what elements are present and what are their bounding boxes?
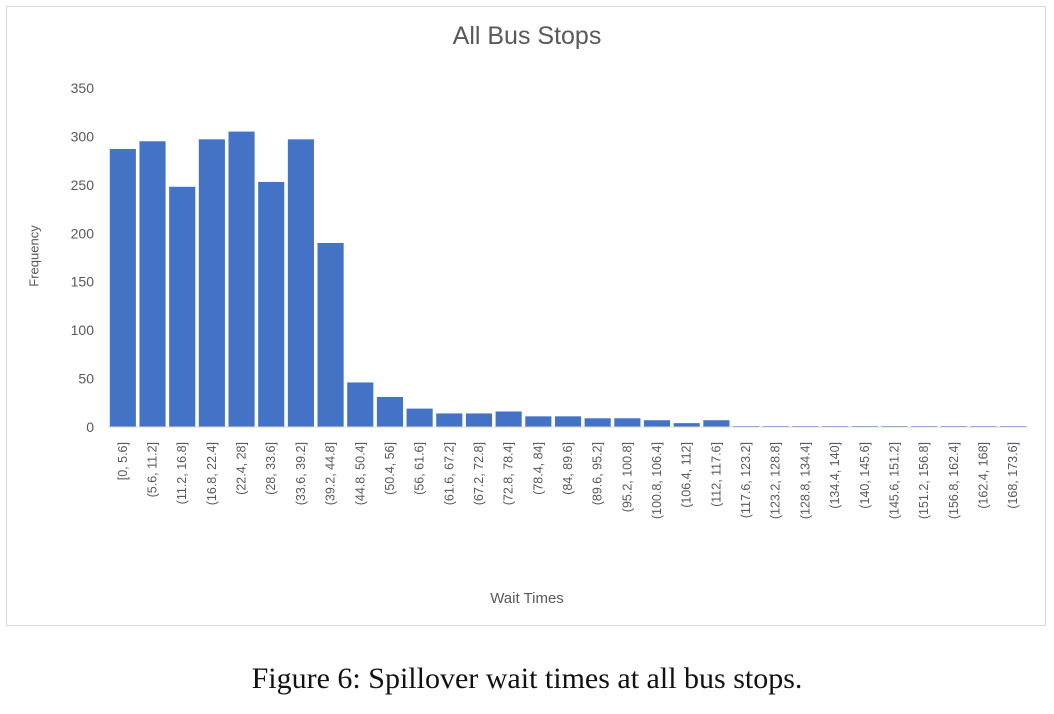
x-tick-label: (162.4, 168]: [976, 442, 990, 509]
x-tick-label: (151.2, 156.8]: [917, 442, 931, 519]
bar: [198, 139, 225, 427]
x-tick-label: (67.2, 72.8]: [472, 442, 486, 505]
bar: [436, 413, 463, 427]
x-tick-label: (106.4, 112]: [680, 442, 694, 508]
bar: [673, 423, 700, 427]
x-tick-label: (140, 145.6]: [858, 442, 872, 509]
y-axis-ticks: 0 50 100 150 200 250 300 350: [71, 80, 95, 435]
y-tick-label: 200: [71, 225, 95, 241]
x-tick-label: (16.8, 22.4]: [205, 442, 219, 505]
y-tick-label: 150: [71, 274, 95, 290]
bar: [614, 418, 641, 427]
x-tick-label: (44.8, 50.4]: [353, 442, 367, 505]
bar-chart: 0 50 100 150 200 250 300 350 [0, 5.6] (5.6, 11.2…: [71, 80, 1028, 519]
bar: [347, 382, 374, 427]
x-tick-label: (112, 117.6]: [709, 442, 723, 507]
x-tick-label: (123.2, 128.8]: [769, 442, 783, 519]
x-axis-ticks: [0, 5.6] (5.6, 11.2] (11.2, 16.8] (16.8, 22…: [116, 442, 1020, 519]
bars: [109, 131, 1027, 427]
x-tick-label: (33.6, 39.2]: [294, 442, 308, 505]
x-tick-label: (134.4, 140]: [828, 442, 842, 509]
x-tick-label: (128.8, 134.4]: [798, 442, 812, 519]
x-tick-label: (28, 33.6]: [264, 442, 278, 495]
bar: [703, 420, 730, 427]
x-tick-label: (39.2, 44.8]: [324, 442, 338, 505]
x-tick-label: (95.2, 100.8]: [620, 442, 634, 512]
bar: [376, 396, 403, 427]
y-tick-label: 100: [71, 322, 95, 338]
bar: [287, 139, 314, 427]
y-tick-label: 50: [78, 371, 94, 387]
x-tick-label: (56, 61.6]: [413, 442, 427, 495]
bar: [317, 242, 344, 427]
x-tick-label: (22.4, 28]: [235, 442, 249, 495]
chart-title: All Bus Stops: [452, 22, 602, 50]
x-tick-label: (5.6, 11.2]: [146, 442, 160, 497]
bar: [109, 149, 136, 427]
x-tick-label: (50.4, 56]: [383, 442, 397, 495]
bar: [465, 413, 493, 427]
y-tick-label: 300: [71, 128, 95, 144]
x-tick-label: (84, 89.6]: [561, 442, 575, 495]
bar: [643, 420, 671, 427]
y-tick-label: 350: [71, 80, 95, 96]
bar: [495, 411, 522, 427]
y-tick-label: 0: [86, 419, 94, 435]
x-tick-label: [0, 5.6]: [116, 442, 130, 480]
y-tick-label: 250: [71, 177, 95, 193]
x-tick-label: (78.4, 84]: [531, 442, 545, 495]
x-tick-label: (100.8, 106.4]: [650, 442, 664, 519]
x-tick-label: (72.8, 78.4]: [502, 442, 516, 505]
x-tick-label: (61.6, 67.2]: [442, 442, 456, 505]
x-tick-label: (156.8, 162.4]: [947, 442, 961, 519]
x-tick-label: (145.6, 151.2]: [887, 442, 901, 519]
bar: [139, 141, 166, 427]
figure-caption: Figure 6: Spillover wait times at all bu…: [251, 662, 803, 695]
bar: [169, 186, 196, 427]
x-tick-label: (168, 173.6]: [1006, 442, 1020, 509]
bar: [258, 181, 285, 427]
x-tick-label: (11.2, 16.8]: [175, 442, 189, 504]
bar: [228, 131, 255, 427]
bar: [406, 408, 433, 427]
y-axis-label: Frequency: [26, 225, 42, 287]
bar: [525, 416, 552, 427]
x-axis-label: Wait Times: [490, 590, 564, 607]
x-tick-label: (89.6, 95.2]: [591, 442, 605, 505]
x-tick-label: (117.6, 123.2]: [739, 442, 753, 518]
bar: [554, 416, 582, 427]
bar: [584, 418, 611, 427]
